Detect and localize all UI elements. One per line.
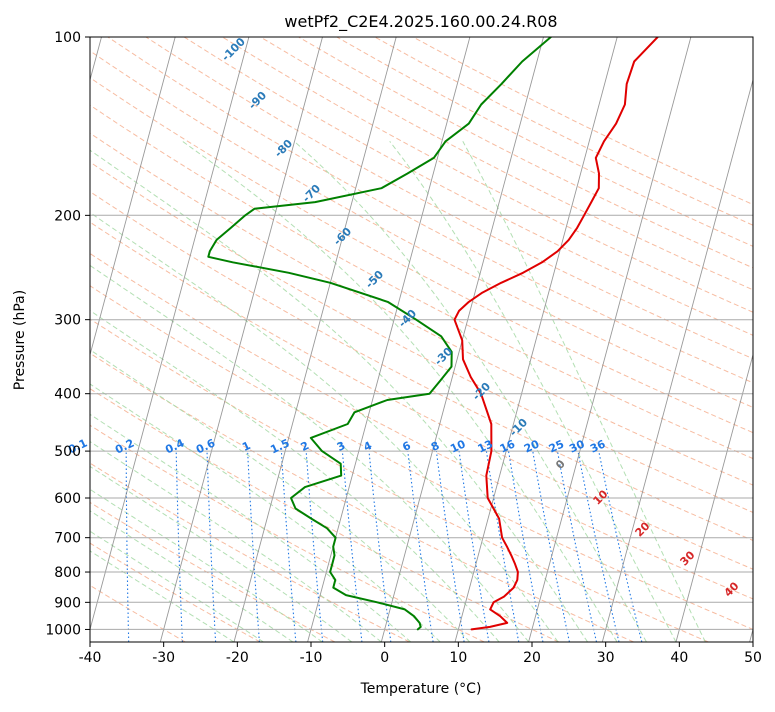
- x-tick-label: 10: [449, 650, 467, 666]
- y-tick-label: 800: [54, 565, 81, 581]
- y-tick-label: 1000: [45, 622, 81, 638]
- x-tick-label: 40: [670, 650, 688, 666]
- y-tick-label: 300: [54, 313, 81, 329]
- y-tick-label: 200: [54, 208, 81, 224]
- y-tick-label: 900: [54, 595, 81, 611]
- x-tick-label: -10: [300, 650, 323, 666]
- y-tick-label: 700: [54, 531, 81, 547]
- y-axis-label: Pressure (hPa): [12, 290, 28, 390]
- x-axis-label: Temperature (°C): [360, 681, 482, 697]
- y-tick-label: 100: [54, 30, 81, 46]
- y-tick-label: 500: [54, 444, 81, 460]
- x-tick-label: 0: [380, 650, 389, 666]
- x-tick-label: -40: [79, 650, 102, 666]
- chart-title: wetPf2_C2E4.2025.160.00.24.R08: [284, 12, 557, 32]
- x-tick-label: -30: [152, 650, 175, 666]
- x-tick-label: 50: [744, 650, 762, 666]
- x-tick-label: 20: [523, 650, 541, 666]
- y-tick-label: 400: [54, 387, 81, 403]
- x-tick-label: -20: [226, 650, 249, 666]
- y-tick-label: 600: [54, 491, 81, 507]
- x-tick-label: 30: [597, 650, 615, 666]
